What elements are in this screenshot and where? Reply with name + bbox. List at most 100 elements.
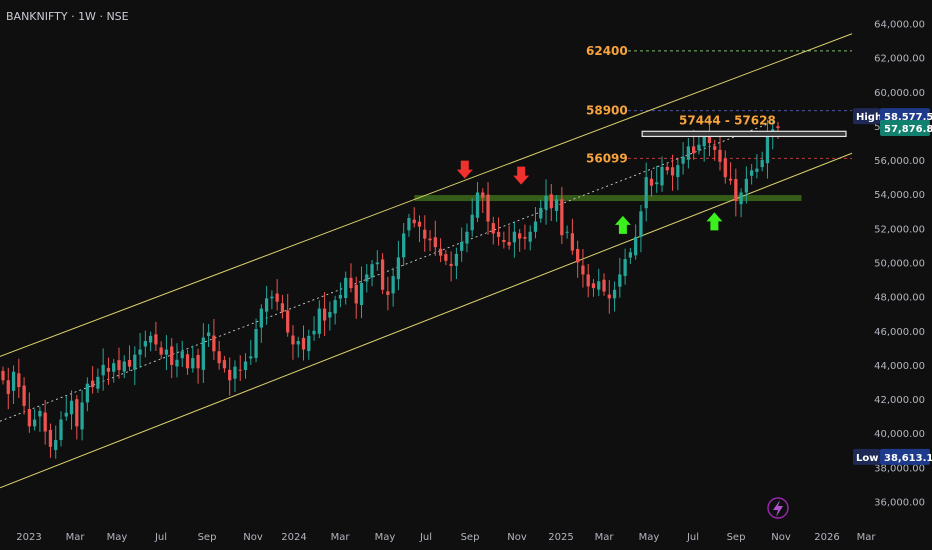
last-price-tag[interactable]: 57,876.80 (880, 120, 932, 137)
candle[interactable] (665, 162, 669, 175)
candle[interactable] (127, 345, 132, 371)
candle[interactable] (444, 249, 448, 266)
candle[interactable] (80, 390, 84, 441)
candle[interactable] (470, 198, 474, 237)
candle[interactable] (206, 324, 211, 347)
candle[interactable] (275, 279, 279, 311)
candle[interactable] (686, 138, 691, 169)
candle[interactable] (481, 188, 485, 213)
candle[interactable] (380, 253, 385, 295)
candle[interactable] (449, 251, 453, 282)
candle[interactable] (27, 392, 31, 433)
candle[interactable] (344, 271, 348, 305)
candle[interactable] (138, 332, 142, 368)
candle[interactable] (597, 268, 601, 297)
candle[interactable] (433, 220, 437, 256)
candle[interactable] (370, 259, 374, 287)
candle[interactable] (518, 229, 522, 252)
channel-lower-line[interactable] (0, 152, 853, 489)
candle[interactable] (22, 377, 26, 415)
candle[interactable] (496, 217, 501, 246)
candle[interactable] (634, 224, 638, 260)
candle[interactable] (486, 182, 490, 235)
candle[interactable] (491, 216, 495, 245)
candle[interactable] (755, 154, 759, 179)
candle[interactable] (554, 195, 559, 222)
candle[interactable] (254, 318, 258, 363)
candle[interactable] (417, 215, 422, 243)
candle[interactable] (639, 204, 643, 253)
candle[interactable] (175, 343, 179, 378)
candle[interactable] (17, 358, 21, 399)
candle[interactable] (576, 240, 580, 278)
candle[interactable] (159, 341, 163, 359)
candle[interactable] (438, 238, 443, 263)
candle[interactable] (581, 249, 585, 288)
candle[interactable] (112, 358, 116, 383)
candle[interactable] (122, 355, 126, 379)
candle[interactable] (412, 207, 416, 228)
candle[interactable] (38, 406, 42, 432)
candle[interactable] (301, 325, 306, 361)
candle[interactable] (338, 282, 343, 308)
support-zone[interactable] (414, 195, 802, 202)
candle[interactable] (280, 294, 285, 319)
candle[interactable] (375, 250, 379, 271)
candle[interactable] (475, 182, 480, 223)
candle[interactable] (502, 231, 506, 249)
candle[interactable] (101, 348, 105, 391)
candle[interactable] (148, 331, 153, 352)
candle[interactable] (85, 377, 89, 412)
candle[interactable] (238, 355, 242, 381)
candle[interactable] (676, 158, 680, 191)
candle[interactable] (723, 150, 727, 184)
candle[interactable] (407, 213, 411, 237)
candle[interactable] (713, 139, 717, 161)
candle[interactable] (660, 156, 664, 192)
candle[interactable] (222, 355, 227, 373)
candle[interactable] (170, 338, 174, 379)
candle[interactable] (333, 295, 337, 325)
candle[interactable] (454, 247, 459, 280)
candle[interactable] (549, 183, 553, 222)
candle[interactable] (586, 264, 590, 298)
candle[interactable] (43, 400, 47, 445)
candle[interactable] (512, 221, 517, 258)
candle[interactable] (117, 347, 121, 379)
low-price-tag[interactable]: Low 38,613.15 (853, 448, 932, 465)
candle[interactable] (750, 164, 754, 185)
candle[interactable] (164, 335, 169, 371)
candle[interactable] (64, 396, 68, 421)
candle[interactable] (201, 323, 205, 384)
candle[interactable] (655, 165, 659, 193)
candle[interactable] (423, 215, 427, 252)
candle[interactable] (6, 367, 10, 410)
candle[interactable] (670, 154, 675, 191)
candle[interactable] (612, 281, 617, 312)
candle[interactable] (544, 179, 548, 225)
candle[interactable] (391, 267, 395, 307)
candle[interactable] (106, 357, 111, 385)
candle[interactable] (628, 247, 633, 265)
candle[interactable] (570, 218, 575, 255)
candle[interactable] (322, 292, 327, 336)
candle[interactable] (560, 186, 564, 244)
candle[interactable] (143, 330, 147, 358)
candle[interactable] (217, 340, 221, 370)
candle[interactable] (354, 276, 358, 319)
candle[interactable] (307, 329, 311, 360)
candle[interactable] (649, 170, 654, 197)
candle[interactable] (75, 394, 79, 440)
candle[interactable] (744, 166, 749, 204)
candle[interactable] (328, 301, 332, 331)
candle[interactable] (270, 290, 274, 310)
candle[interactable] (428, 230, 432, 252)
candle[interactable] (96, 368, 100, 393)
candle[interactable] (264, 285, 269, 325)
candle[interactable] (707, 122, 712, 157)
candle[interactable] (154, 321, 158, 351)
candle[interactable] (59, 411, 63, 447)
candle[interactable] (565, 225, 569, 239)
candle[interactable] (69, 390, 74, 430)
candle[interactable] (286, 293, 290, 337)
